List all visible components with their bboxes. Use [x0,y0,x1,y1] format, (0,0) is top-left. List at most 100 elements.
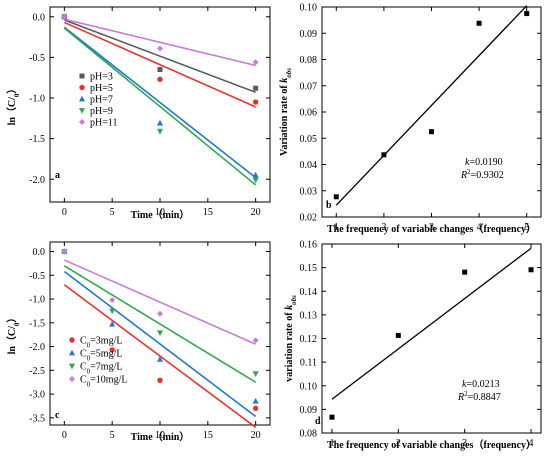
y-tick-label: 0.04 [300,160,318,171]
data-point [157,330,163,337]
data-point [157,76,163,83]
slope-annotation: k=0.0190 [465,157,503,168]
data-point [253,85,259,91]
y-tick-label: 0.03 [300,186,318,197]
legend-marker [79,108,85,114]
data-point [252,397,259,404]
r2-annotation: R2=0.8847 [457,390,501,403]
legend: C0=3mg/LC0=5mg/LC0=7mg/LC0=10mg/L [69,336,127,389]
x-tick-label: 10 [155,207,165,218]
panel-label: a [55,170,60,181]
data-point [109,308,116,315]
legend-entry: C0=7mg/L [80,362,122,376]
y-tick-label: 0.06 [300,108,318,119]
y-tick-label: 0.09 [300,29,318,40]
fit-line-C07mgL [63,265,257,383]
data-point [252,337,259,344]
x-axis-label: The frequency of variable changes（freque… [327,222,536,235]
y-tick-label: 0.08 [300,55,318,66]
legend-marker [69,376,75,382]
legend-marker [79,95,85,102]
fit-line-pH11 [64,18,256,67]
legend-marker [69,349,75,356]
y-axis-label: ln（C/0） [5,84,21,126]
legend-marker [69,363,75,370]
y-axis-label: variation rate of kobs [284,295,298,382]
data-point [109,320,116,327]
y-tick-label: 0.10 [300,381,318,392]
legend-marker [79,84,85,91]
data-point [157,128,163,135]
data-point [61,248,68,255]
y-tick-label: -0.5 [29,53,45,64]
data-point [157,377,163,384]
y-tick-label: -2.5 [29,366,45,377]
data-point [395,332,401,338]
y-tick-label: -2.0 [29,175,45,186]
x-tick-label: 0 [62,207,67,218]
fit-line-series [335,5,528,206]
x-tick-label: 4 [529,438,534,449]
data-point [252,171,259,178]
data-point [157,119,163,126]
y-tick-label: 0.13 [300,310,318,321]
data-point [476,20,482,26]
y-tick-label: -0.5 [29,271,45,282]
y-tick-label: 0.11 [300,358,317,369]
y-axis-label: Variation rate of kobs [279,68,293,156]
chart-panel-c: 0 5 10 15 20 0.0 -0.5 -1.0 -1.5 -2.0 -2.5 -3.0 -3.5 T… [5,241,271,443]
x-tick-label: 4 [477,222,482,233]
data-point [462,269,468,275]
y-tick-label: -3.0 [29,390,45,401]
y-tick-label: 0.0 [33,247,46,258]
legend-entry: pH=11 [90,118,118,129]
y-tick-label: 0.09 [300,405,318,416]
fit-line-pH3 [64,19,256,94]
y-tick-label: 0.16 [300,240,318,251]
y-tick-label: -1.0 [29,295,45,306]
data-point [252,405,259,412]
data-point [528,267,534,273]
chart-panel-b: 1 2 3 4 5 0.02 0.03 0.04 0.05 0.06 0.07 0.08 0.09 0.1… [279,3,542,235]
x-tick-label: 20 [251,207,261,218]
legend-entry: C0=10mg/L [80,375,127,389]
fit-line-pH7 [63,26,257,179]
y-tick-label: -2.0 [29,342,45,353]
y-tick-label: 0.08 [300,429,318,440]
y-tick-label: 0.10 [300,3,318,14]
y-tick-label: 0.05 [300,134,318,145]
plot-frame [49,6,271,203]
legend-entry: C0=3mg/L [80,336,122,350]
legend-entry: pH=7 [90,95,113,106]
x-tick-label: 15 [203,207,213,218]
data-point [252,59,259,66]
plot-frame [321,243,542,434]
legend-entry: pH=3 [90,72,113,83]
x-tick-label: 5 [524,222,529,233]
x-tick-label: 1 [329,438,334,449]
legend-marker [79,119,85,125]
x-tick-label: 0 [62,430,67,441]
y-tick-label: -1.5 [29,318,45,329]
panel-label: c [55,410,60,421]
data-point [109,347,115,353]
y-tick-label: 0.07 [300,81,318,92]
y-tick-label: -1.0 [29,94,45,105]
legend-entry: pH=5 [90,83,113,94]
data-point [61,13,68,20]
fit-line-C010mgL [64,259,256,345]
data-point [524,11,530,17]
panel-label: d [315,416,321,427]
x-tick-label: 3 [429,222,434,233]
fit-line-series [331,247,532,400]
x-tick-label: 2 [396,438,401,449]
y-tick-label: -3.5 [29,413,45,424]
x-tick-label: 20 [251,430,261,441]
y-tick-label: 0.14 [300,287,318,298]
data-point [333,194,339,200]
x-tick-label: 3 [462,438,467,449]
fit-line-pH9 [63,27,257,186]
x-axis-label: Time（min） [131,430,190,443]
data-point [157,310,163,317]
